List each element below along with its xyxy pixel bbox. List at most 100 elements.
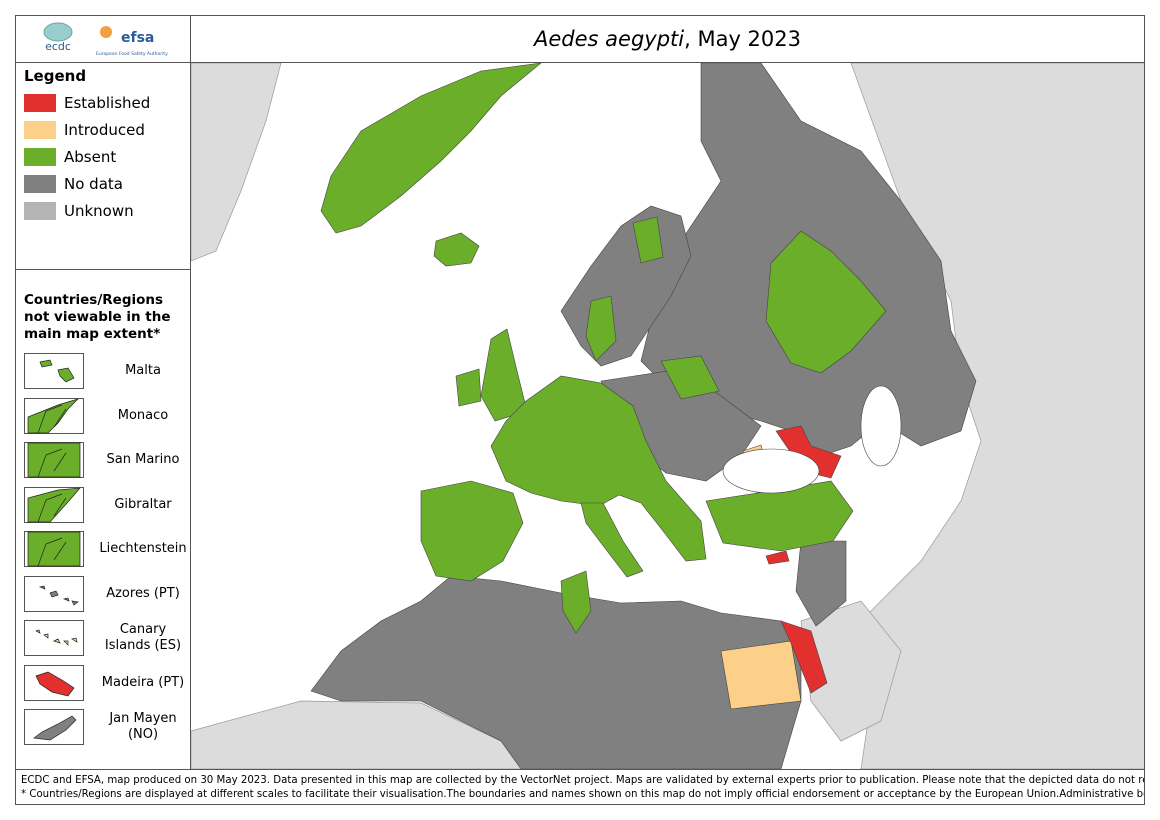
legend-swatch <box>24 147 56 166</box>
inset-boundary <box>37 537 67 567</box>
inset-label: Gibraltar <box>114 496 172 512</box>
inset-label: Liechtenstein <box>99 541 187 557</box>
footer-line: ECDC and EFSA, map produced on 30 May 20… <box>21 775 1144 786</box>
inset-label: Monaco <box>117 407 169 423</box>
legend-label: Unknown <box>64 201 134 220</box>
title-species: Aedes aegypti <box>534 27 685 51</box>
inset-group <box>27 398 79 434</box>
legend-swatch <box>24 201 56 220</box>
inset-shape <box>39 359 75 383</box>
sweden-south <box>585 295 617 362</box>
legend-item: Unknown <box>24 197 190 224</box>
inset-boundary <box>37 493 67 522</box>
inset-shape <box>27 442 81 478</box>
caspian-sea <box>860 385 902 467</box>
outside-land <box>191 63 1144 769</box>
frame: ecdc efsa European Food Safety Authority… <box>15 15 1145 805</box>
regions <box>310 63 977 769</box>
inset-shape <box>35 629 78 647</box>
ireland <box>455 368 482 407</box>
logo-graphic: ecdc efsa European Food Safety Authority <box>43 22 168 57</box>
inset-map <box>24 575 84 612</box>
egypt-interior <box>720 640 802 710</box>
legend: Legend Established Introduced Absent No dat… <box>16 63 190 270</box>
inset-item: San Marino <box>16 438 190 483</box>
inset-map <box>24 531 84 568</box>
legend-swatch <box>24 174 56 193</box>
russia-central <box>765 230 887 374</box>
inset-item: Madeira (PT) <box>16 661 190 706</box>
inset-shape <box>33 715 77 741</box>
inset-group <box>27 531 81 567</box>
inset-boundary <box>37 404 67 433</box>
italy <box>580 502 644 578</box>
inset-map <box>24 620 84 657</box>
inset-item: Azores (PT) <box>16 572 190 617</box>
title-date: , May 2023 <box>684 27 801 51</box>
legend-item: No data <box>24 170 190 197</box>
inset-group <box>27 487 81 523</box>
asia <box>840 63 1144 769</box>
efsa-subtitle: European Food Safety Authority <box>96 51 168 57</box>
inset-map <box>24 709 84 746</box>
inset-map <box>24 486 84 523</box>
greenland <box>320 63 542 234</box>
inset-map <box>24 397 84 434</box>
tunisia <box>560 570 592 634</box>
inset-shape <box>38 585 79 606</box>
logos: ecdc efsa European Food Safety Authority <box>16 16 191 63</box>
inset-item: Jan Mayen (NO) <box>16 705 190 750</box>
inset-frame <box>24 353 84 390</box>
belarus <box>660 355 720 400</box>
ecdc-logo: ecdc <box>45 40 71 53</box>
inset-item: Monaco <box>16 394 190 439</box>
inset-label: Jan Mayen (NO) <box>109 711 177 743</box>
legend-swatch <box>24 120 56 139</box>
inset-label: Madeira (PT) <box>101 674 185 690</box>
footer-line: * Countries/Regions are displayed at dif… <box>21 789 1144 800</box>
legend-item: Established <box>24 89 190 116</box>
north-america <box>191 63 282 262</box>
western-europe <box>490 375 707 562</box>
legend-title: Legend <box>24 67 87 85</box>
inset-label: Malta <box>125 363 161 379</box>
cyprus <box>765 550 790 565</box>
efsa-sun <box>100 26 112 38</box>
inset-map <box>24 353 84 390</box>
inset-map <box>24 442 84 479</box>
sub-saharan-africa <box>191 700 542 769</box>
arabia <box>800 600 902 742</box>
legend-label: Established <box>64 93 151 112</box>
legend-label: Introduced <box>64 120 145 139</box>
legend-item: Absent <box>24 143 190 170</box>
inset-map <box>24 664 84 701</box>
map-title: Aedes aegypti, May 2023 <box>191 16 1144 63</box>
inset-group <box>35 671 75 697</box>
inset-group <box>35 629 78 647</box>
inset-item: Canary Islands (ES) <box>16 616 190 661</box>
inset-items: Malta Monaco San Marino Gibraltar Liechtenst… <box>16 349 190 750</box>
legend-panel: Legend Established Introduced Absent No dat… <box>16 63 191 769</box>
efsa-logo: efsa <box>121 30 154 46</box>
inset-frame <box>24 620 84 657</box>
egypt-coast <box>780 620 828 694</box>
iberia <box>420 480 524 582</box>
finland <box>632 216 664 264</box>
inset-label: Azores (PT) <box>106 585 180 601</box>
inset-group <box>39 359 75 383</box>
legend-item: Introduced <box>24 116 190 143</box>
inset-item: Gibraltar <box>16 483 190 528</box>
legend-swatch <box>24 93 56 112</box>
inset-group <box>33 715 77 741</box>
inset-shape <box>27 531 81 567</box>
inset-label: San Marino <box>106 452 180 468</box>
map <box>191 63 1144 769</box>
middle-east <box>795 540 847 627</box>
legend-label: Absent <box>64 147 117 166</box>
legend-label: No data <box>64 174 123 193</box>
inset-boundary <box>37 448 67 478</box>
legend-items: Established Introduced Absent No data Unknow… <box>24 89 190 224</box>
inset-group <box>38 585 79 606</box>
inset-shape <box>35 671 75 697</box>
iceland <box>433 232 480 267</box>
